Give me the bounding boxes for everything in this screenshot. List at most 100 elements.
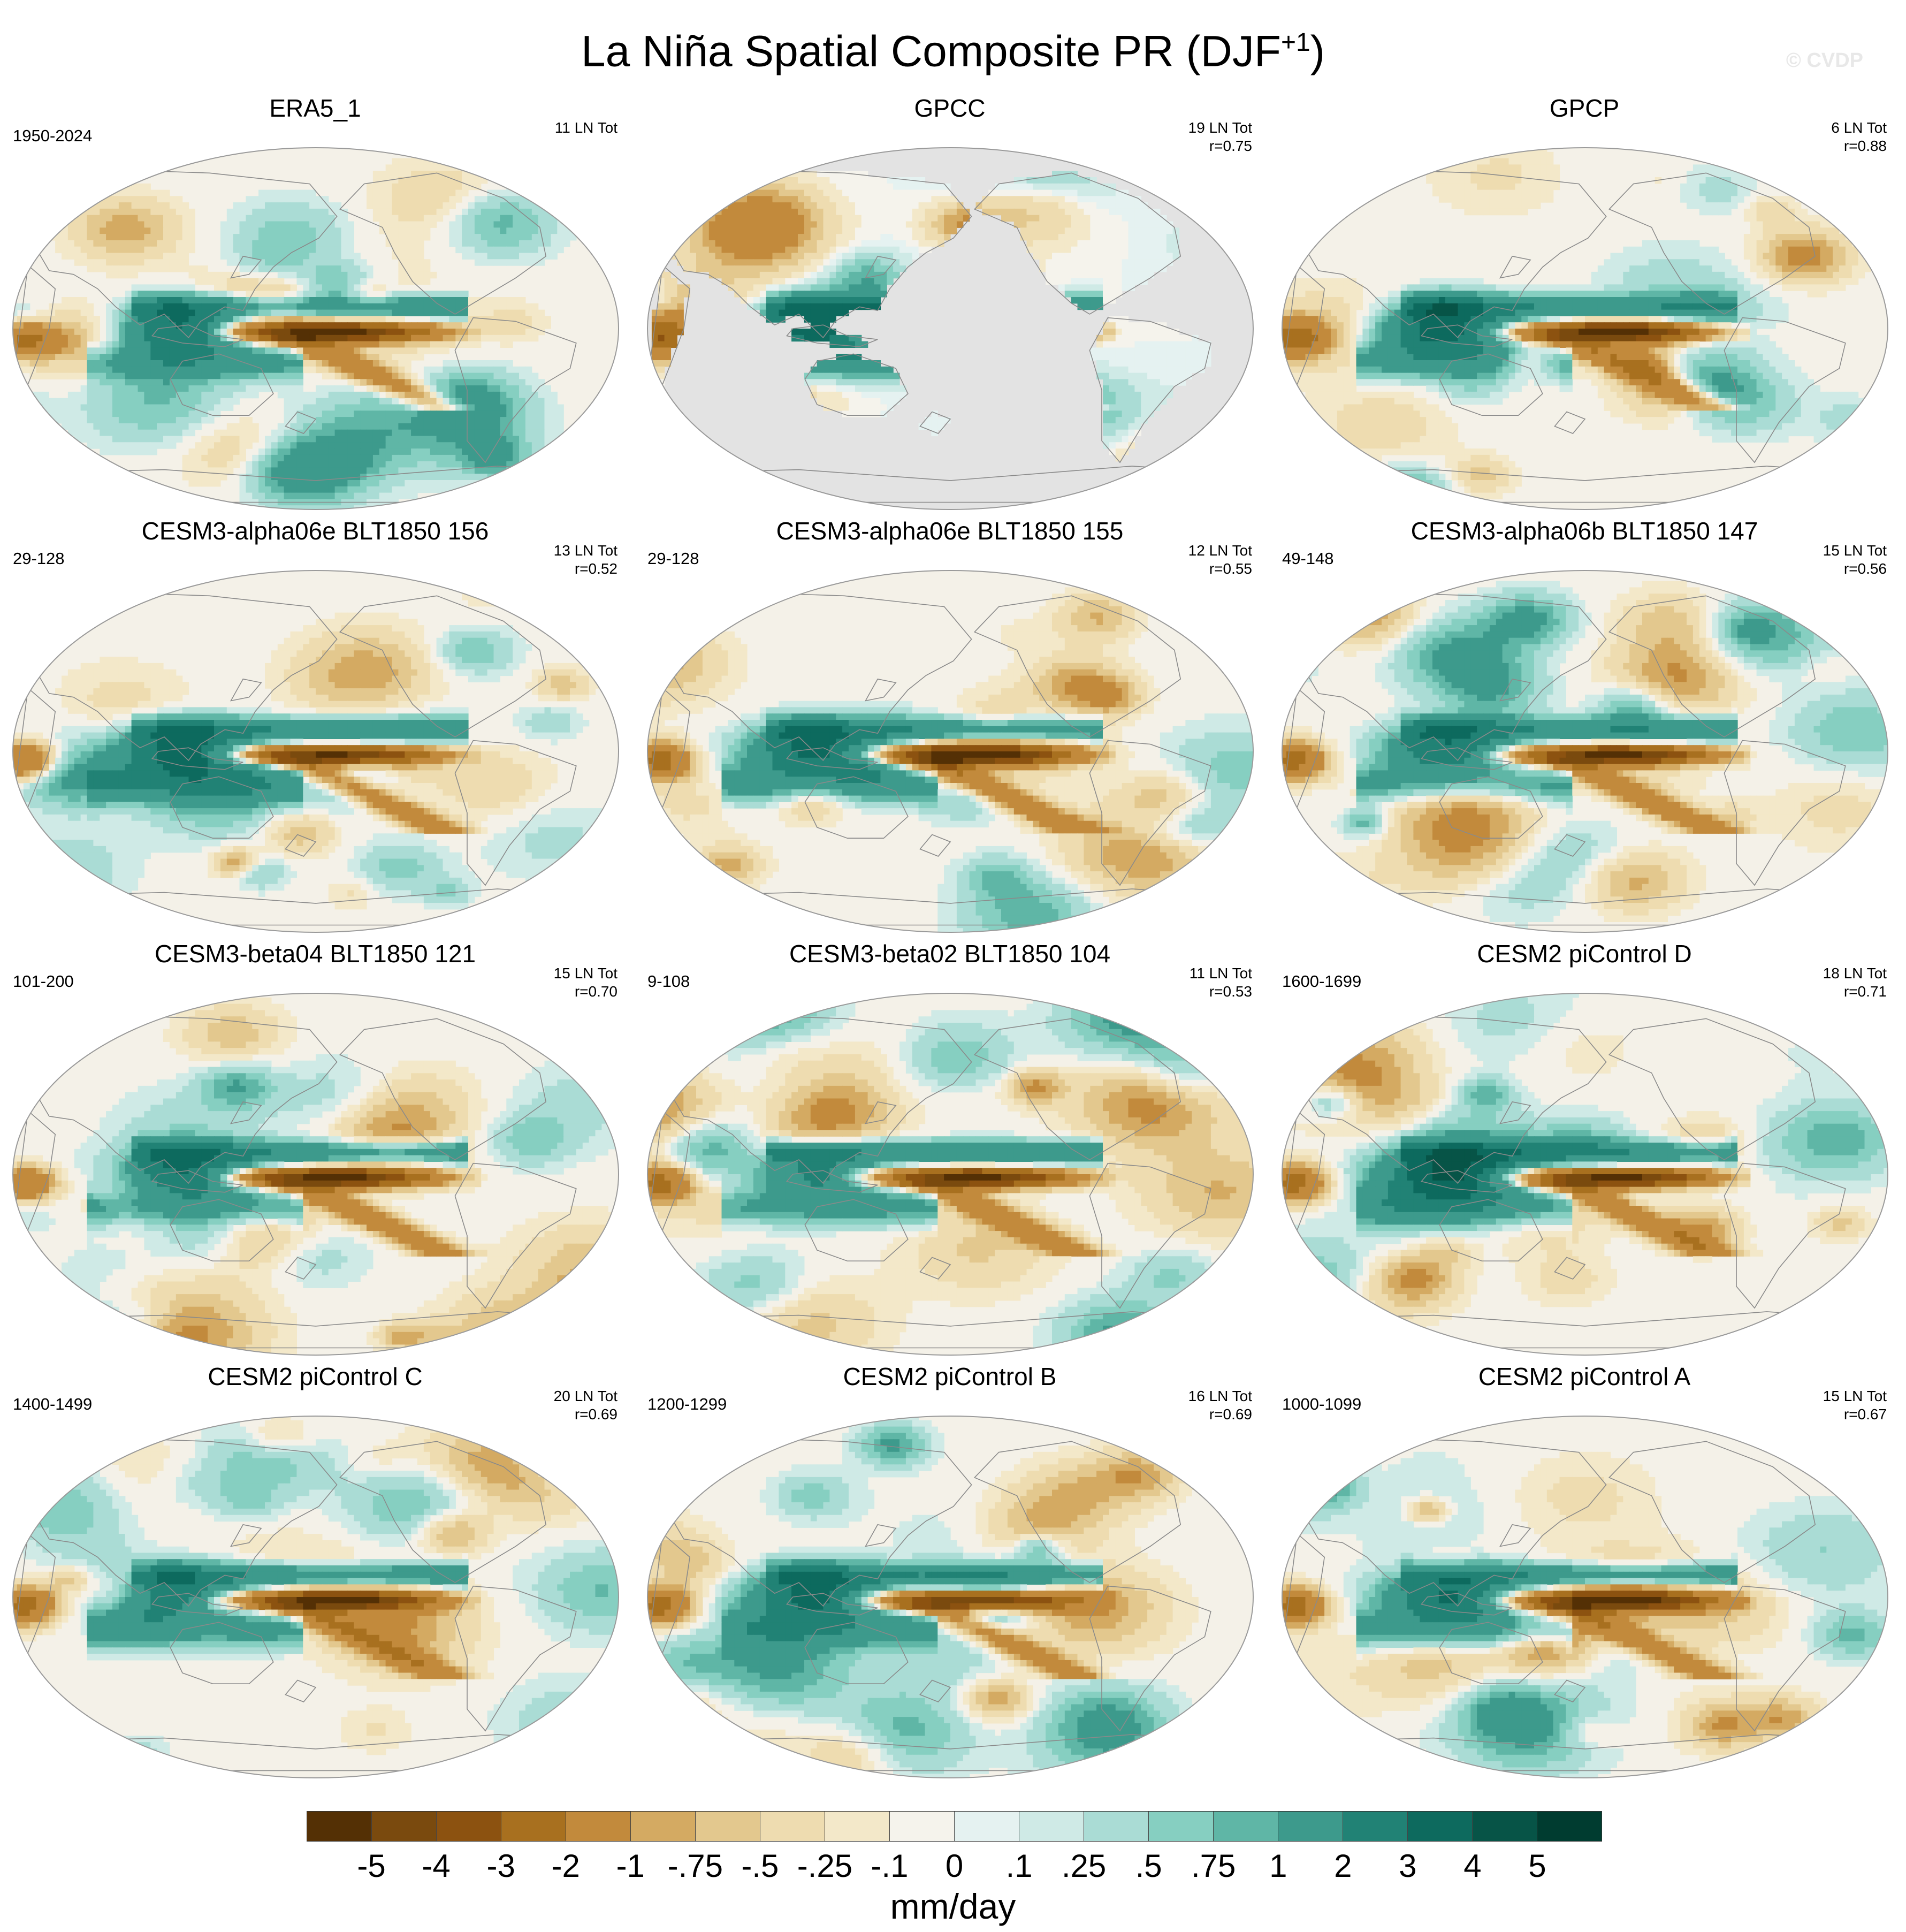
- coastline-africa: [647, 1533, 691, 1661]
- globe-outline: [1282, 147, 1888, 510]
- panel-title: CESM3-beta02 BLT1850 104: [638, 940, 1262, 968]
- colorbar-units-label: mm/day: [0, 1886, 1906, 1927]
- watermark: © CVDP: [1786, 49, 1863, 72]
- coastline-asia: [662, 1014, 972, 1184]
- precip-anomaly-field: [647, 1416, 1211, 1778]
- panel-stats: 16 LN Tot r=0.69: [1188, 1387, 1252, 1424]
- panel-stats: 20 LN Tot r=0.69: [554, 1387, 617, 1424]
- coastline-north-america: [973, 172, 1181, 315]
- colorbar-tick-label: .1: [1006, 1847, 1033, 1885]
- coastline-africa: [647, 264, 691, 393]
- colorbar-tick-label: -4: [422, 1847, 450, 1885]
- panel-stats: 6 LN Tot r=0.88: [1831, 119, 1887, 155]
- coastline-japan: [1499, 1101, 1531, 1124]
- la-nina-event-count: 12 LN Tot: [1188, 542, 1252, 560]
- colorbar-swatch: [1473, 1812, 1537, 1841]
- colorbar-swatch: [437, 1812, 501, 1841]
- colorbar-tick-label: -.75: [668, 1847, 723, 1885]
- colorbar-tick-label: -3: [486, 1847, 515, 1885]
- panel-stats: 11 LN Tot r=0.53: [1190, 964, 1252, 1001]
- coastline-asia: [1297, 169, 1607, 339]
- globe-outline: [647, 570, 1254, 933]
- colorbar-tick-label: -.5: [741, 1847, 779, 1885]
- map-panel: ERA5_1 1950-2024 11 LN Tot: [3, 94, 627, 512]
- coastline-north-america: [973, 1018, 1181, 1160]
- globe-outline: [12, 1416, 619, 1778]
- coastline-greenland: [1162, 588, 1224, 626]
- colorbar-swatch: [1214, 1812, 1278, 1841]
- coastline-asia: [27, 1437, 338, 1607]
- robinson-map: [12, 1416, 619, 1778]
- coastline-asia: [1297, 1437, 1607, 1607]
- panel-stats: 15 LN Tot r=0.67: [1823, 1387, 1887, 1424]
- coastline-north-america: [1608, 1441, 1816, 1583]
- panel-title: GPCC: [638, 94, 1262, 122]
- la-nina-event-count: 20 LN Tot: [554, 1387, 617, 1405]
- panel-stats: 19 LN Tot r=0.75: [1188, 119, 1252, 155]
- panel-title: CESM2 piControl A: [1272, 1363, 1896, 1390]
- panel-stats: 13 LN Tot r=0.52: [554, 542, 617, 578]
- coastline-australia: [170, 1622, 274, 1684]
- coastlines: [1282, 1434, 1877, 1771]
- globe-outline: [1282, 993, 1888, 1356]
- colorbar-swatch: [631, 1812, 696, 1841]
- coastline-indonesia: [151, 324, 243, 347]
- coastline-africa: [13, 687, 56, 816]
- robinson-map: [12, 570, 619, 933]
- colorbar: [307, 1811, 1602, 1842]
- coastline-south-america: [454, 317, 577, 463]
- robinson-map: [647, 1416, 1254, 1778]
- la-nina-event-count: 15 LN Tot: [1823, 1387, 1887, 1405]
- coastline-australia: [1439, 1199, 1543, 1261]
- map-panel: CESM3-alpha06e BLT1850 155 29-128 12 LN To…: [638, 517, 1262, 934]
- coastline-japan: [1499, 1524, 1531, 1547]
- coastline-indonesia: [786, 1593, 878, 1616]
- coastline-south-america: [454, 740, 577, 886]
- la-nina-event-count: 11 LN Tot: [555, 119, 617, 137]
- coastline-australia: [1439, 776, 1543, 839]
- coastline-asia: [662, 1437, 972, 1607]
- coastline-greenland: [1796, 1434, 1858, 1471]
- coastline-japan: [864, 1101, 897, 1124]
- panel-stats: 12 LN Tot r=0.55: [1188, 542, 1252, 578]
- precip-anomaly-field: [13, 574, 619, 916]
- robinson-map: [1282, 147, 1888, 510]
- panel-stats: 15 LN Tot r=0.56: [1823, 542, 1887, 578]
- coastline-japan: [864, 678, 897, 702]
- panel-title: ERA5_1: [3, 94, 627, 122]
- robinson-map: [1282, 570, 1888, 933]
- coastline-australia: [804, 1199, 909, 1261]
- pattern-correlation: r=0.69: [1188, 1405, 1252, 1424]
- coastline-south-america: [1724, 740, 1846, 886]
- coastline-japan: [230, 1101, 262, 1124]
- coastline-greenland: [1162, 165, 1224, 203]
- panel-years: 1950-2024: [13, 126, 92, 146]
- coastline-north-america: [339, 172, 547, 315]
- globe-outline: [12, 570, 619, 933]
- coastline-australia: [1439, 1622, 1543, 1684]
- coastline-australia: [170, 776, 274, 839]
- coastline-south-america: [1089, 317, 1211, 463]
- panel-stats: 15 LN Tot r=0.70: [554, 964, 617, 1001]
- coastline-south-america: [454, 1585, 577, 1732]
- coastline-greenland: [1796, 588, 1858, 626]
- map-panel: CESM2 piControl C 1400-1499 20 LN Tot r=0.6…: [3, 1363, 627, 1780]
- coastline-australia: [170, 353, 274, 416]
- map-panel: CESM2 piControl B 1200-1299 16 LN Tot r=0.6…: [638, 1363, 1262, 1780]
- coastline-australia: [804, 353, 909, 416]
- coastline-new-zealand: [919, 411, 951, 434]
- coastline-australia: [804, 776, 909, 839]
- coastline-indonesia: [786, 747, 878, 770]
- map-panel: CESM3-alpha06b BLT1850 147 49-148 15 LN To…: [1272, 517, 1896, 934]
- colorbar-tick-label: -5: [357, 1847, 385, 1885]
- map-panel: GPCP 6 LN Tot r=0.88: [1272, 94, 1896, 512]
- colorbar-tick-label: 2: [1334, 1847, 1352, 1885]
- coastline-new-zealand: [285, 411, 317, 434]
- coastline-africa: [13, 264, 56, 393]
- coastline-north-america: [973, 595, 1181, 737]
- panel-years: 1000-1099: [1282, 1395, 1361, 1414]
- colorbar-swatch: [501, 1812, 566, 1841]
- map-panel: CESM2 piControl D 1600-1699 18 LN Tot r=0.7…: [1272, 940, 1896, 1357]
- colorbar-swatch: [760, 1812, 825, 1841]
- coastline-indonesia: [1420, 747, 1513, 770]
